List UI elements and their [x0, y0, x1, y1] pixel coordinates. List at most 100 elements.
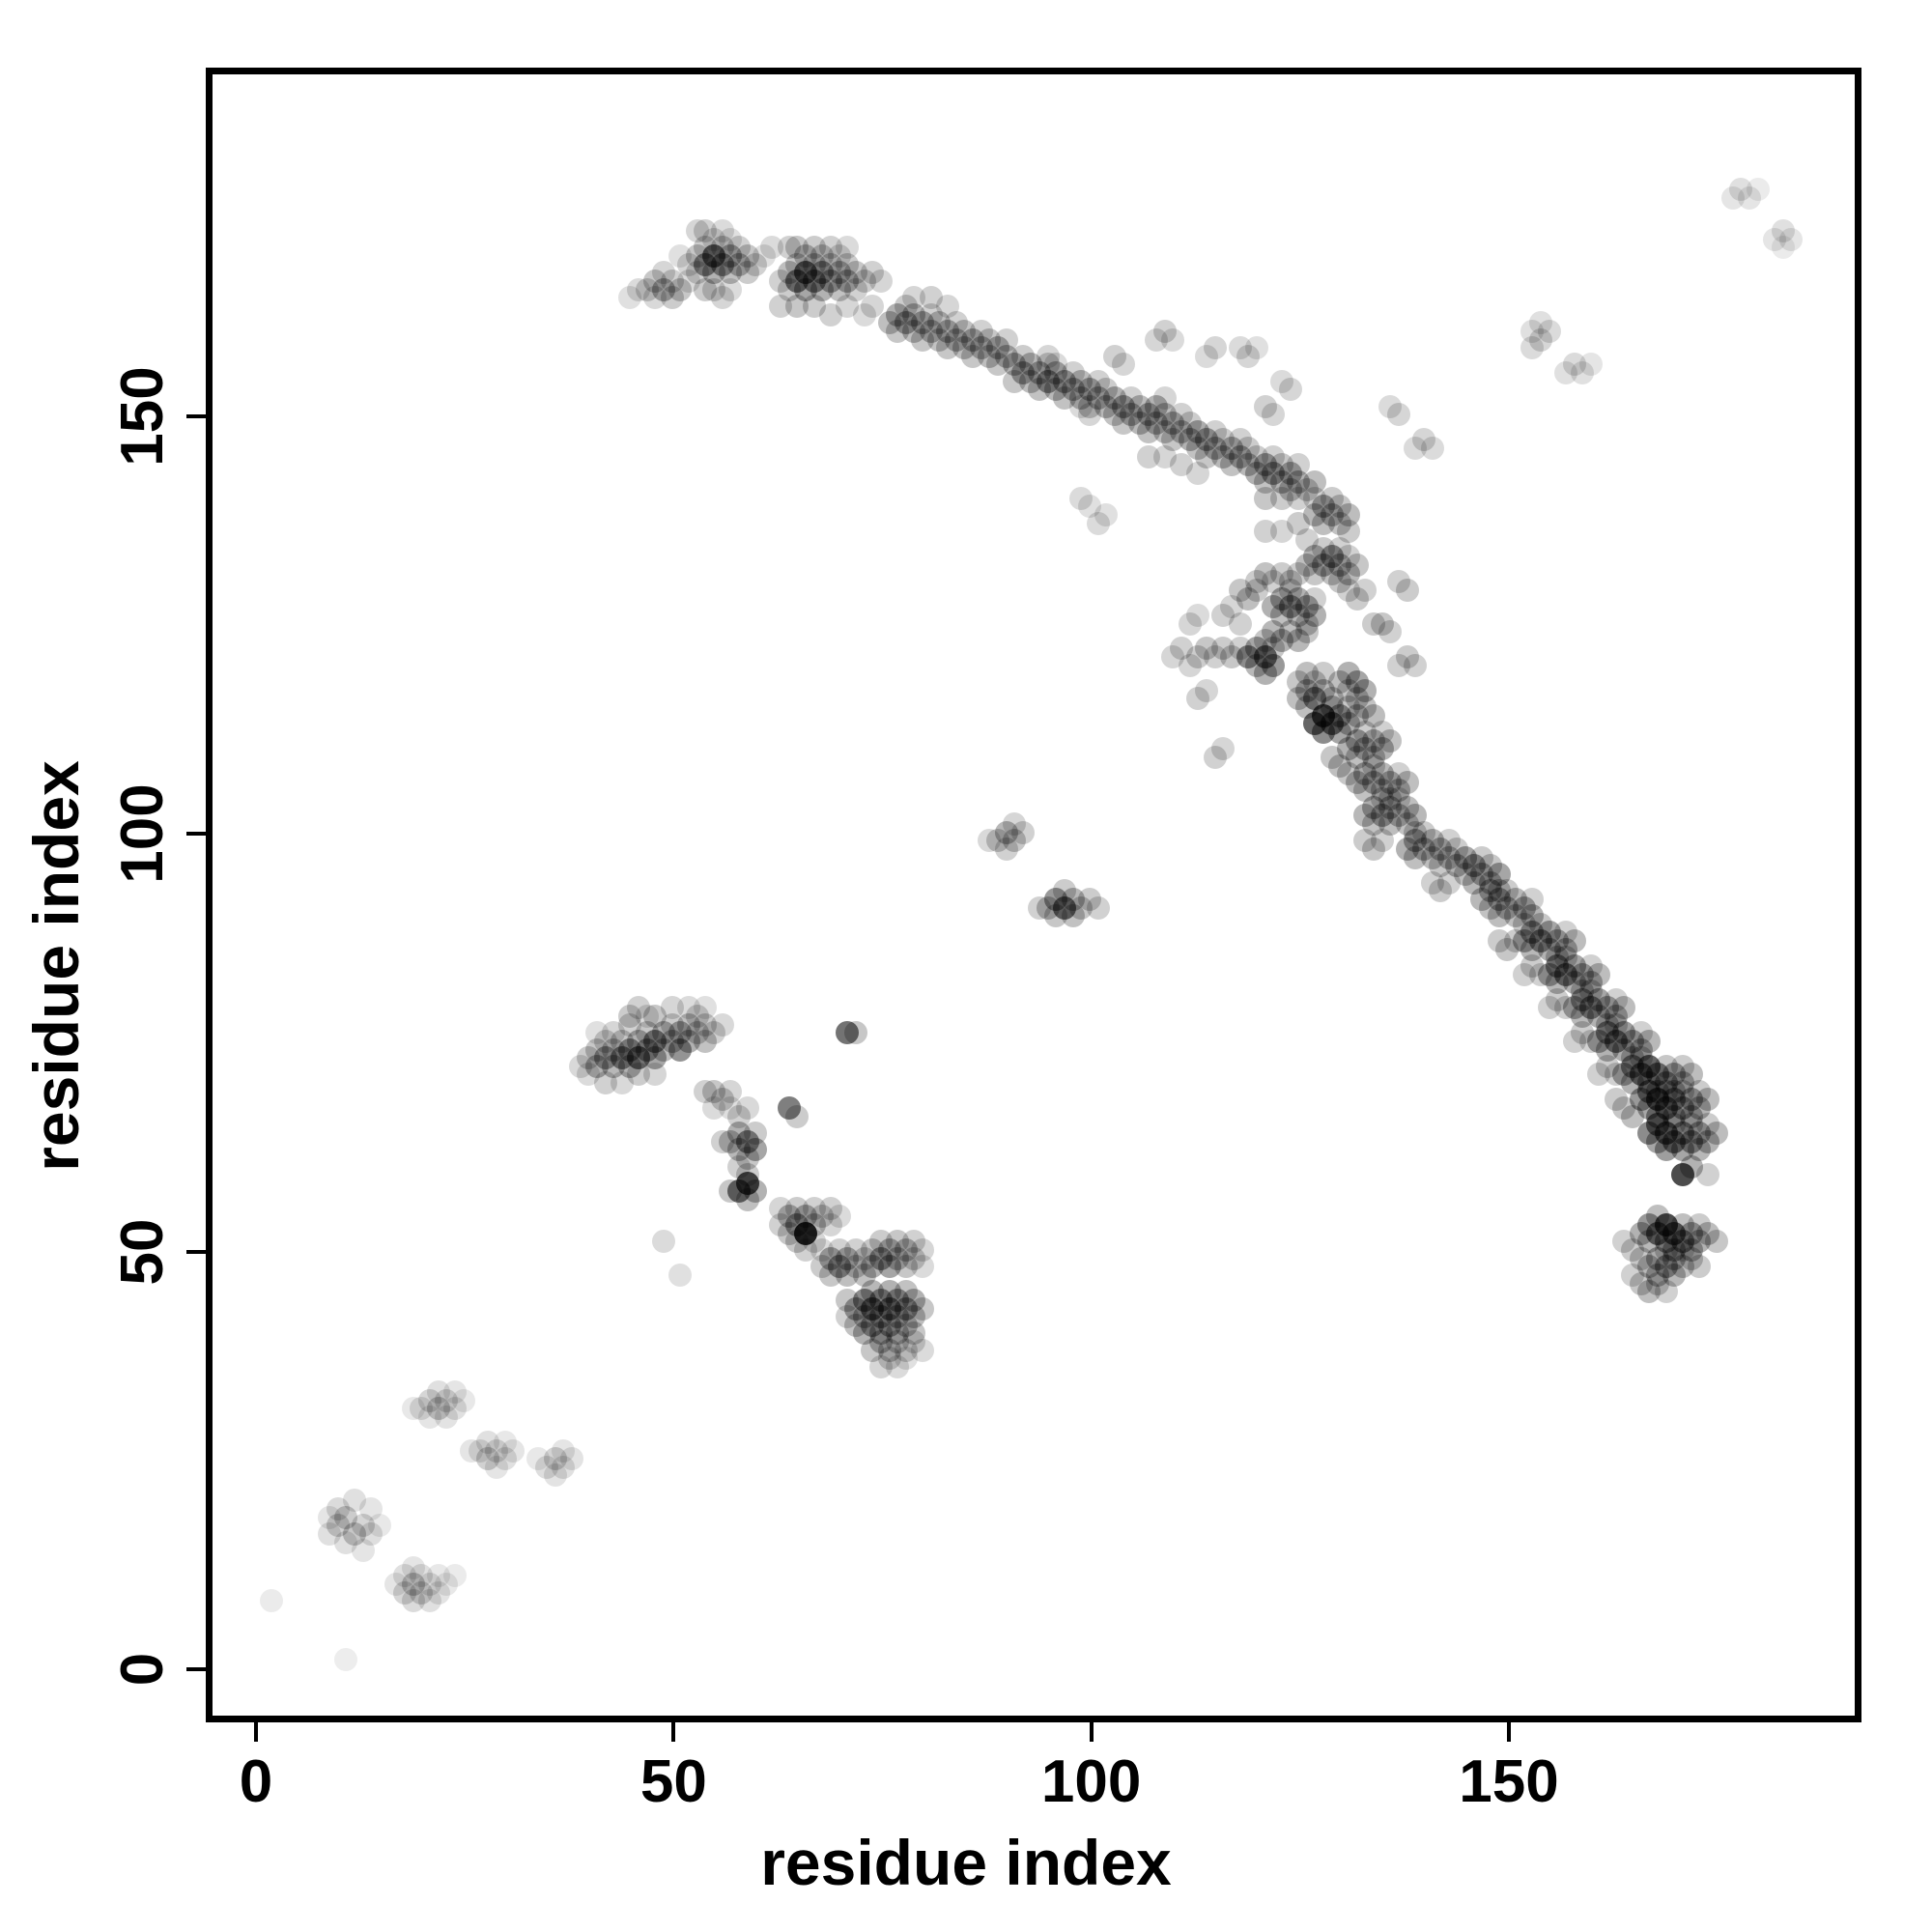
- scatter-point: [485, 1455, 509, 1479]
- scatter-point: [1662, 1088, 1687, 1112]
- scatter-point: [1571, 979, 1595, 1003]
- scatter-point: [1220, 453, 1243, 477]
- scatter-point: [836, 1021, 860, 1045]
- scatter-point: [1395, 795, 1419, 819]
- scatter-point: [836, 236, 860, 260]
- scatter-point: [1312, 536, 1336, 560]
- scatter-point: [1386, 779, 1410, 803]
- scatter-point: [1152, 403, 1177, 427]
- scatter-point: [861, 1255, 885, 1279]
- scatter-point: [1654, 1255, 1678, 1279]
- scatter-point: [1688, 1230, 1712, 1254]
- scatter-point: [852, 1321, 876, 1346]
- scatter-point: [1679, 1104, 1703, 1128]
- scatter-point: [701, 1021, 725, 1045]
- scatter-point: [1495, 895, 1520, 920]
- scatter-point: [802, 270, 826, 293]
- scatter-point: [1771, 236, 1795, 260]
- scatter-point: [1269, 469, 1293, 494]
- scatter-point: [701, 277, 725, 301]
- scatter-point: [1679, 1063, 1703, 1087]
- scatter-point: [802, 1213, 826, 1237]
- scatter-point: [1420, 845, 1444, 869]
- scatter-point: [1654, 1079, 1678, 1103]
- scatter-point: [1203, 336, 1227, 360]
- scatter-point: [1362, 611, 1385, 636]
- scatter-point: [643, 1046, 668, 1070]
- scatter-point: [1662, 1221, 1687, 1245]
- scatter-point: [1553, 921, 1577, 945]
- scatter-point: [1596, 996, 1620, 1020]
- scatter-point: [1420, 870, 1444, 895]
- scatter-point: [936, 336, 960, 360]
- scatter-point: [1303, 561, 1327, 585]
- scatter-point: [1337, 561, 1361, 585]
- scatter-point: [836, 1305, 860, 1329]
- scatter-point: [1145, 394, 1169, 418]
- scatter-point: [978, 327, 1002, 352]
- scatter-point: [1695, 1221, 1719, 1245]
- scatter-point: [1061, 378, 1085, 402]
- scatter-point: [401, 1589, 425, 1613]
- scatter-point: [1520, 954, 1545, 979]
- scatter-point: [1520, 921, 1545, 945]
- scatter-point: [593, 1046, 617, 1070]
- scatter-point: [1178, 412, 1202, 435]
- scatter-point: [1378, 770, 1403, 794]
- scatter-point: [902, 1305, 926, 1329]
- scatter-point: [1195, 637, 1219, 661]
- scatter-point: [602, 1021, 626, 1045]
- scatter-point: [1587, 1004, 1611, 1028]
- scatter-point: [1587, 987, 1611, 1011]
- x-tick-label: 50: [639, 1748, 707, 1815]
- scatter-point: [1679, 1238, 1703, 1263]
- scatter-point: [643, 286, 668, 310]
- scatter-point: [794, 244, 818, 269]
- scatter-point: [1562, 996, 1586, 1020]
- scatter-point: [476, 1447, 500, 1471]
- scatter-point: [1262, 620, 1286, 644]
- scatter-point: [1287, 628, 1311, 652]
- scatter-point: [735, 1188, 759, 1212]
- scatter-point: [1528, 962, 1552, 986]
- scatter-point: [843, 1238, 867, 1263]
- scatter-point: [769, 1196, 793, 1220]
- scatter-point: [1362, 753, 1385, 778]
- scatter-point: [861, 1338, 885, 1362]
- scatter-point: [994, 837, 1018, 861]
- scatter-point: [543, 1463, 567, 1488]
- scatter-point: [1278, 378, 1302, 402]
- scatter-point: [1670, 1054, 1694, 1078]
- scatter-point: [1320, 503, 1344, 527]
- scatter-point: [685, 261, 709, 285]
- scatter-point: [818, 236, 842, 260]
- scatter-point: [1578, 954, 1603, 979]
- scatter-point: [1578, 979, 1603, 1003]
- scatter-point: [1161, 428, 1185, 452]
- scatter-point: [1604, 1012, 1628, 1037]
- scatter-point: [726, 236, 751, 260]
- scatter-point: [351, 1539, 375, 1563]
- scatter-point: [1504, 887, 1527, 911]
- scatter-point: [1337, 662, 1361, 686]
- scatter-point: [1111, 394, 1135, 418]
- scatter-point: [886, 1330, 910, 1354]
- scatter-point: [1621, 1238, 1645, 1263]
- scatter-point: [894, 1238, 918, 1263]
- scatter-point: [1228, 444, 1252, 469]
- scatter-point: [1244, 578, 1268, 602]
- scatter-point: [1604, 1029, 1628, 1053]
- scatter-point: [735, 1096, 759, 1121]
- scatter-point: [1386, 787, 1410, 811]
- scatter-point: [852, 302, 876, 327]
- scatter-point: [392, 1580, 416, 1605]
- scatter-point: [1152, 419, 1177, 443]
- x-tick: [1507, 1722, 1511, 1742]
- scatter-point: [1094, 394, 1119, 418]
- scatter-point: [919, 319, 943, 343]
- scatter-point: [627, 996, 651, 1020]
- scatter-point: [877, 1280, 901, 1304]
- scatter-point: [744, 1121, 768, 1145]
- scatter-point: [426, 1397, 450, 1421]
- scatter-point: [1203, 436, 1227, 460]
